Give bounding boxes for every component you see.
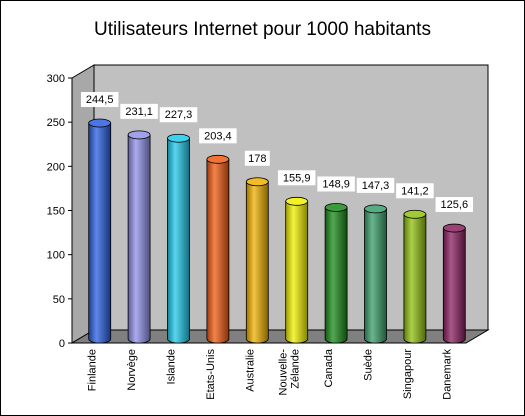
data-label-box	[277, 170, 316, 186]
bar-top-8	[364, 204, 387, 214]
x-tick-label-line: Singapour	[402, 349, 414, 399]
bar-9	[403, 213, 427, 344]
data-label: 125,6	[441, 199, 469, 211]
x-tick-label: Etats-Unis	[205, 349, 217, 400]
bar-top-1	[88, 118, 112, 128]
chart-title: Utilisateurs Internet pour 1000 habitant…	[94, 19, 431, 40]
x-tick-label: Canada	[323, 348, 335, 387]
y-tick-label: 200	[47, 161, 65, 173]
bar-top-3	[167, 133, 190, 143]
y-tick-label: 100	[47, 250, 65, 262]
bar-top-2	[127, 130, 151, 140]
x-tick-label-line: Finlande	[87, 349, 99, 391]
data-label: 141,2	[401, 185, 429, 197]
x-tick-label: Danemark	[441, 349, 453, 400]
data-label: 231,1	[125, 106, 153, 118]
y-tick-label: 250	[47, 117, 65, 129]
x-tick-label-line: Etats-Unis	[205, 349, 217, 400]
y-tick-label: 0	[59, 338, 65, 350]
x-tick-label-line: Zélande	[290, 349, 302, 389]
x-tick-label-line: Danemark	[441, 349, 453, 400]
x-tick-label: Norvège	[126, 349, 138, 391]
bar-top-4	[206, 154, 230, 164]
x-tick-label: Nouvelle-Zélande	[278, 349, 302, 396]
x-tick-label: Singapour	[402, 349, 414, 399]
x-tick-label-line: Suède	[363, 349, 375, 381]
bar-6	[285, 200, 309, 344]
x-tick-label: Suède	[363, 349, 375, 381]
y-tick-label: 150	[47, 206, 65, 218]
data-label-box	[396, 183, 434, 199]
bar-top-6	[285, 196, 309, 206]
bar-2	[127, 134, 151, 344]
data-label-box	[120, 103, 158, 119]
data-label-box	[435, 197, 474, 213]
bar-8	[364, 208, 387, 344]
bar-10	[442, 227, 466, 344]
x-tick-label-line: Nouvelle-	[278, 349, 290, 396]
x-tick-label-line: Norvège	[126, 349, 138, 391]
data-label-box	[244, 150, 270, 166]
data-label-box	[317, 176, 355, 192]
data-label: 227,3	[165, 109, 193, 121]
x-tick-label-line: Australie	[244, 349, 256, 392]
data-label: 244,5	[86, 94, 114, 106]
y-tick-label: 50	[53, 294, 65, 306]
data-label-box	[80, 92, 119, 108]
data-label: 147,3	[362, 180, 390, 192]
bar-1	[88, 122, 112, 344]
bar-7	[324, 207, 348, 344]
x-tick-label-line: Canada	[323, 348, 335, 387]
bar-top-5	[245, 177, 269, 187]
data-label-box	[159, 107, 198, 123]
bar-5	[245, 181, 269, 344]
bar-top-9	[403, 209, 427, 219]
y-tick-label: 300	[47, 73, 65, 85]
x-tick-label-line: Islande	[166, 349, 178, 384]
data-label: 178	[248, 153, 266, 165]
bar-4	[206, 158, 230, 344]
bar-top-7	[324, 203, 348, 212]
data-label: 155,9	[283, 172, 311, 184]
data-label: 148,9	[322, 178, 350, 190]
data-label: 203,4	[204, 130, 232, 142]
bar-top-10	[442, 223, 466, 233]
x-tick-label: Finlande	[87, 349, 99, 391]
x-tick-label: Australie	[244, 349, 256, 392]
bar-3	[167, 137, 190, 344]
data-label-box	[199, 128, 237, 144]
data-label-box	[356, 177, 395, 193]
x-tick-label: Islande	[166, 349, 178, 384]
